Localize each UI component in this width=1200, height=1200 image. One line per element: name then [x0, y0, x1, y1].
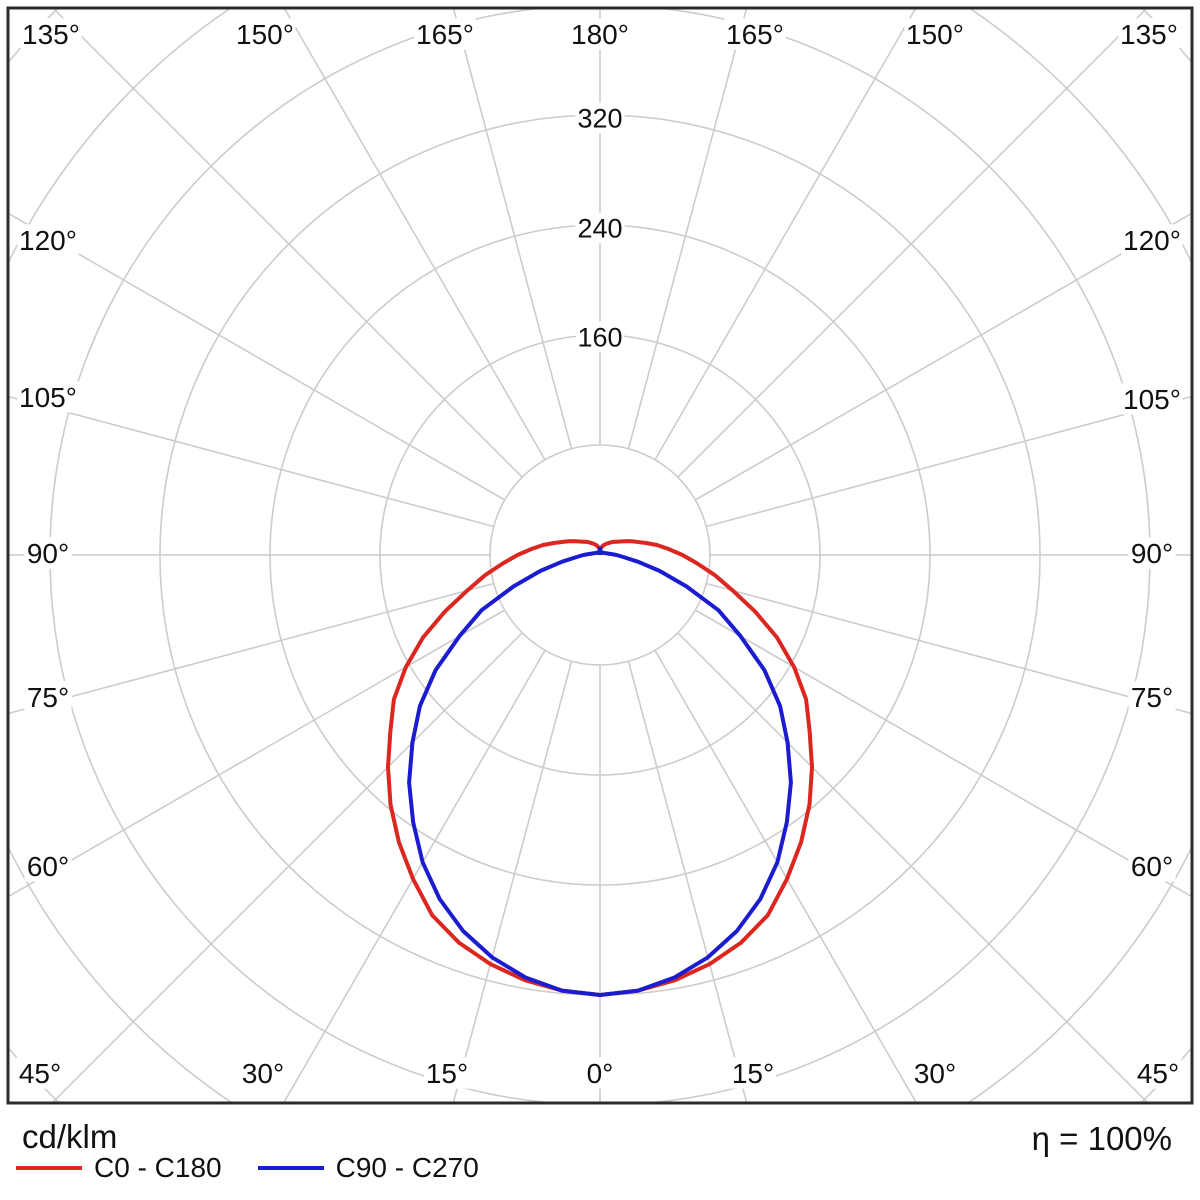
angle-right-2: 90°	[1131, 538, 1173, 569]
spoke-15	[627, 661, 748, 1102]
angle-right-0-bg	[1121, 224, 1183, 256]
angle-left-2: 90°	[27, 538, 69, 569]
legend-swatch-blue-line	[257, 1166, 324, 1170]
angle-right-2-bg	[1128, 537, 1176, 569]
angle-bottom-1-bg	[239, 1057, 287, 1089]
angle-right-3: 75°	[1131, 682, 1173, 713]
angle-top-1-bg	[234, 18, 296, 50]
units-label: cd/klm	[22, 1118, 118, 1155]
angle-bottom-4: 15°	[732, 1058, 774, 1089]
spoke-30	[654, 649, 917, 1102]
efficiency-label: η = 100%	[1031, 1120, 1172, 1157]
angle-right-0: 120°	[1123, 225, 1181, 256]
angle-top-4-bg	[724, 18, 786, 50]
radial-tick-320: 320	[577, 104, 622, 134]
angle-top-3: 180°	[571, 19, 629, 50]
curve-c90-c270	[407, 546, 793, 997]
legend-label-c90-c270: C90 - C270	[335, 1152, 479, 1183]
angle-left-4-bg	[24, 850, 72, 882]
spoke-135	[677, 9, 1148, 478]
angle-top-5: 150°	[906, 19, 964, 50]
spoke-165	[627, 9, 748, 449]
angle-left-2-bg	[24, 537, 72, 569]
angle-top-6-bg	[1118, 18, 1180, 50]
angle-left-4: 60°	[27, 851, 69, 882]
angle-bottom-2: 15°	[426, 1058, 468, 1089]
spoke-255	[9, 395, 494, 528]
angle-left-1-bg	[17, 381, 79, 413]
spoke-45	[677, 632, 1149, 1102]
angle-bottom-1: 30°	[242, 1058, 284, 1089]
angle-top-4: 165°	[726, 19, 784, 50]
spoke-240	[9, 212, 506, 501]
angle-right-4-bg	[1128, 850, 1176, 882]
radial-tick-240: 240	[577, 214, 622, 244]
angle-top-2-bg	[414, 18, 476, 50]
radial-tick-320-bg	[575, 102, 625, 134]
angle-top-0: 135°	[22, 19, 80, 50]
angle-left-3: 75°	[27, 682, 69, 713]
spoke-345	[452, 661, 573, 1102]
angle-right-1: 105°	[1123, 384, 1181, 415]
angle-top-0-bg	[20, 18, 82, 50]
angle-left-0-bg	[17, 224, 79, 256]
angle-top-5-bg	[904, 18, 966, 50]
spoke-75	[706, 582, 1191, 715]
spoke-225	[52, 9, 523, 478]
legend-item-c90-c270: C90 - C270	[257, 1152, 479, 1184]
spoke-285	[9, 582, 494, 715]
angle-right-4: 60°	[1131, 851, 1173, 882]
spoke-315	[51, 632, 523, 1102]
angle-bottom-5: 30°	[914, 1058, 956, 1089]
spoke-105	[706, 395, 1191, 528]
spoke-300	[9, 609, 506, 898]
legend-swatch-red-line	[16, 1166, 82, 1170]
angle-bottom-6: 45°	[1137, 1058, 1179, 1089]
angle-bottom-0: 45°	[19, 1058, 61, 1089]
spoke-60	[694, 609, 1191, 898]
angle-left-3-bg	[24, 681, 72, 713]
spoke-120	[694, 212, 1191, 501]
spoke-195	[452, 9, 573, 449]
angle-top-1: 150°	[236, 19, 294, 50]
angle-bottom-2-bg	[424, 1057, 470, 1089]
angle-bottom-0-bg	[16, 1057, 64, 1089]
legend-label-c0-c180: C0 - C180	[94, 1152, 222, 1183]
legend-item-c0-c180: C0 - C180	[16, 1152, 222, 1184]
angle-top-6: 135°	[1120, 19, 1178, 50]
angle-left-0: 120°	[19, 225, 77, 256]
angle-bottom-3: 0°	[587, 1058, 614, 1089]
angle-bottom-3-bg	[584, 1057, 616, 1089]
radial-tick-160: 160	[577, 323, 622, 353]
angle-top-3-bg	[569, 18, 631, 50]
legend: C0 - C180 C90 - C270	[16, 1152, 1116, 1184]
angle-left-1: 105°	[19, 382, 77, 413]
angle-right-1-bg	[1121, 383, 1183, 415]
angle-bottom-6-bg	[1134, 1057, 1182, 1089]
angle-bottom-5-bg	[911, 1057, 959, 1089]
plot-border	[6, 6, 1194, 1105]
spoke-210	[283, 9, 546, 461]
angle-bottom-4-bg	[730, 1057, 776, 1089]
spoke-150	[654, 9, 917, 461]
radial-tick-160-bg	[576, 321, 624, 353]
angle-top-2: 165°	[416, 19, 474, 50]
spoke-330	[283, 649, 546, 1102]
angle-right-3-bg	[1128, 681, 1176, 713]
radial-tick-240-bg	[575, 212, 625, 244]
